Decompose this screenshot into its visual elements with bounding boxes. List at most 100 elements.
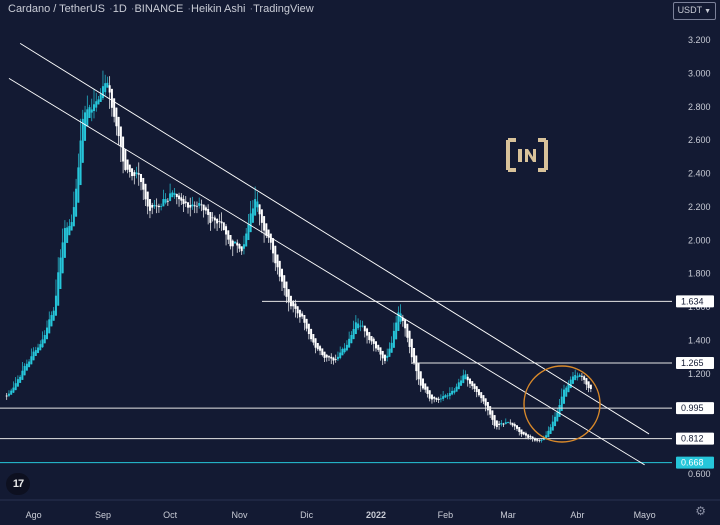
candle-body [86, 109, 89, 127]
candle-body [406, 323, 409, 338]
candle-body [507, 422, 510, 424]
candle-body [585, 378, 588, 385]
candle-body [34, 350, 37, 356]
chart-style-label[interactable]: Heikin Ashi [191, 3, 246, 15]
candle-body [388, 348, 391, 357]
time-axis[interactable]: Ago Sep Oct Nov Dic 2022 Feb Mar Abr Mayo [0, 499, 720, 520]
candle-body [453, 390, 456, 393]
candle-body [218, 221, 221, 222]
candle-body [357, 323, 360, 329]
candle-body [473, 383, 476, 389]
candle-body [50, 315, 53, 327]
candle-body [189, 204, 192, 208]
price-tick-label: 1.400 [688, 335, 711, 345]
candle-body [518, 427, 521, 432]
candle-body [316, 343, 319, 350]
candle-body [7, 393, 10, 396]
candle-body [475, 386, 478, 393]
time-tick-label: Mayo [634, 510, 656, 520]
candle-body [142, 177, 145, 190]
candle-body [319, 346, 322, 351]
candle-body [489, 406, 492, 415]
candle-body [502, 423, 505, 425]
candle-body [164, 199, 167, 203]
trendline [8, 78, 645, 466]
candle-body [254, 199, 257, 216]
candle-body [413, 348, 416, 363]
candle-body [345, 344, 348, 351]
candle-body [571, 376, 574, 384]
candle-body [370, 336, 373, 342]
interval-label[interactable]: 1D [112, 3, 127, 15]
candle-body [101, 86, 104, 99]
candle-body [144, 183, 147, 200]
candle-body [287, 289, 290, 303]
candle-body [500, 423, 503, 425]
currency-selector[interactable]: USDT ▼ [672, 2, 716, 20]
candle-body [301, 313, 304, 317]
candle-body [361, 325, 364, 327]
candle-body [104, 83, 107, 93]
time-tick-label: Mar [500, 510, 516, 520]
candle-body [551, 421, 554, 431]
candle-body [117, 116, 120, 137]
candle-body [560, 396, 563, 411]
gear-icon[interactable]: ⚙ [695, 504, 706, 518]
candle-body [88, 107, 91, 118]
candle-body [162, 199, 165, 207]
candle-body [565, 387, 568, 397]
tradingview-logo[interactable]: 17 [6, 473, 30, 495]
candle-body [513, 424, 516, 427]
candle-body [61, 242, 64, 274]
candle-body [509, 422, 512, 424]
candle-body [325, 354, 328, 358]
candle-body [225, 226, 228, 235]
candle-body [298, 309, 301, 318]
candle-body [292, 301, 295, 307]
candle-body [269, 233, 272, 243]
symbol-name[interactable]: Cardano / TetherUS [8, 3, 106, 15]
candle-body [204, 207, 207, 211]
chart-title: Cardano / TetherUS ·1D ·BINANCE ·Heikin Ash… [8, 3, 314, 15]
candle-body [408, 330, 411, 347]
candle-body [430, 394, 433, 400]
candle-body [249, 213, 252, 233]
price-tick-label: 1.800 [688, 269, 711, 279]
candle-body [294, 303, 297, 309]
candle-body [303, 315, 306, 323]
trendline [19, 42, 650, 435]
candle-body [583, 376, 586, 380]
candle-body [377, 344, 380, 350]
candle-body [28, 361, 31, 368]
candle-body [216, 218, 219, 224]
candle-body [72, 207, 75, 227]
candle-body [81, 118, 84, 163]
publisher-logo [506, 138, 548, 172]
time-tick-label: Abr [570, 510, 584, 520]
chevron-down-icon: ▼ [704, 8, 711, 15]
candle-body [281, 268, 283, 282]
candle-body [23, 365, 26, 376]
candle-body [146, 191, 149, 207]
price-axis[interactable]: 3.200 3.000 2.800 2.600 2.400 2.200 2.000 1.800… [672, 0, 720, 500]
candle-body [375, 341, 377, 349]
candle-body [48, 319, 51, 334]
candle-body [549, 427, 552, 434]
candle-body [314, 338, 317, 348]
candle-body [133, 172, 136, 176]
candle-body [477, 389, 480, 396]
candle-body [460, 380, 463, 386]
candle-body [169, 193, 172, 201]
time-tick-label: Oct [163, 510, 178, 520]
candle-body [545, 435, 548, 440]
candle-body [495, 420, 498, 428]
candle-body [160, 206, 163, 207]
candle-body [348, 338, 351, 348]
candle-body [457, 382, 460, 390]
candle-body [272, 238, 275, 254]
candle-body [75, 188, 78, 217]
candle-body [52, 310, 55, 321]
candle-body [70, 222, 73, 231]
